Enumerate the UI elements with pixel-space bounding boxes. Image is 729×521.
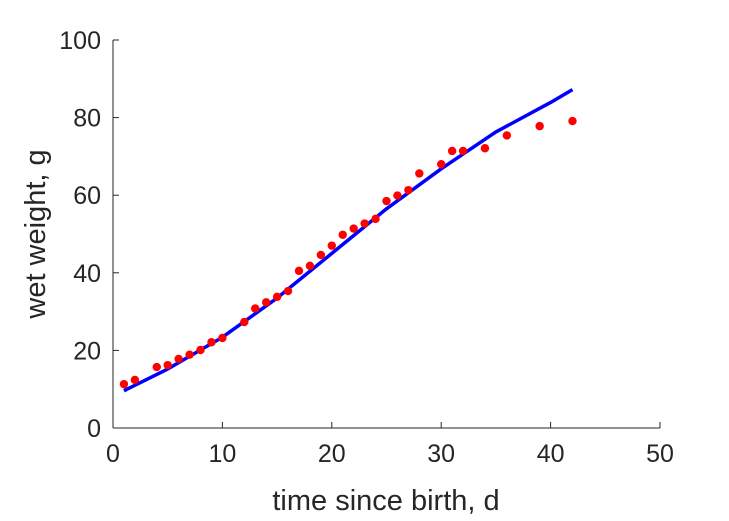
data-point — [437, 159, 446, 169]
y-axis-label: wet weight, g — [20, 149, 52, 319]
data-point — [119, 379, 129, 389]
x-ticks: 0 10 20 30 40 50 — [106, 422, 674, 468]
data-point — [316, 250, 326, 260]
data-point — [447, 146, 457, 156]
data-point — [152, 362, 161, 372]
data-point — [196, 345, 205, 355]
y-tick-label: 0 — [87, 415, 101, 443]
data-point — [174, 354, 183, 364]
data-point — [251, 304, 260, 313]
data-point — [458, 146, 468, 156]
data-point — [349, 224, 358, 233]
data-point — [218, 333, 227, 343]
x-axis-label: time since birth, d — [272, 485, 499, 517]
y-ticks: 0 20 40 60 80 100 — [59, 27, 119, 443]
y-tick-label: 80 — [73, 105, 101, 133]
data-point — [272, 292, 282, 302]
data-point — [371, 214, 380, 224]
data-point — [382, 196, 391, 206]
data-point — [185, 350, 194, 359]
data-point — [338, 230, 347, 239]
data-point — [207, 338, 216, 347]
data-point — [480, 144, 490, 153]
data-point — [568, 116, 577, 126]
fit-line-series — [123, 88, 574, 393]
data-point — [130, 375, 140, 385]
x-tick-label: 40 — [537, 440, 565, 468]
y-tick-label: 100 — [59, 27, 101, 55]
data-point — [404, 185, 413, 195]
data-point — [393, 191, 402, 200]
x-tick-label: 30 — [427, 440, 455, 468]
data-point — [240, 317, 249, 327]
data-points-series — [119, 116, 577, 389]
data-point — [415, 169, 424, 178]
data-point — [163, 360, 172, 370]
data-point — [283, 286, 293, 296]
data-point — [305, 261, 315, 271]
x-tick-label: 10 — [208, 440, 236, 468]
y-tick-label: 40 — [73, 260, 101, 288]
data-point — [360, 219, 369, 228]
fit-line — [123, 88, 574, 393]
x-tick-label: 0 — [106, 440, 120, 468]
plot-area: 0 10 20 30 40 50 0 20 40 60 80 100 — [59, 27, 674, 468]
data-point — [502, 131, 512, 140]
y-tick-label: 20 — [73, 337, 101, 365]
x-tick-label: 20 — [318, 440, 346, 468]
y-tick-label: 60 — [73, 182, 101, 210]
data-point — [535, 121, 544, 131]
x-tick-label: 50 — [646, 440, 674, 468]
data-point — [261, 298, 271, 307]
data-point — [294, 266, 304, 276]
data-point — [327, 241, 336, 250]
